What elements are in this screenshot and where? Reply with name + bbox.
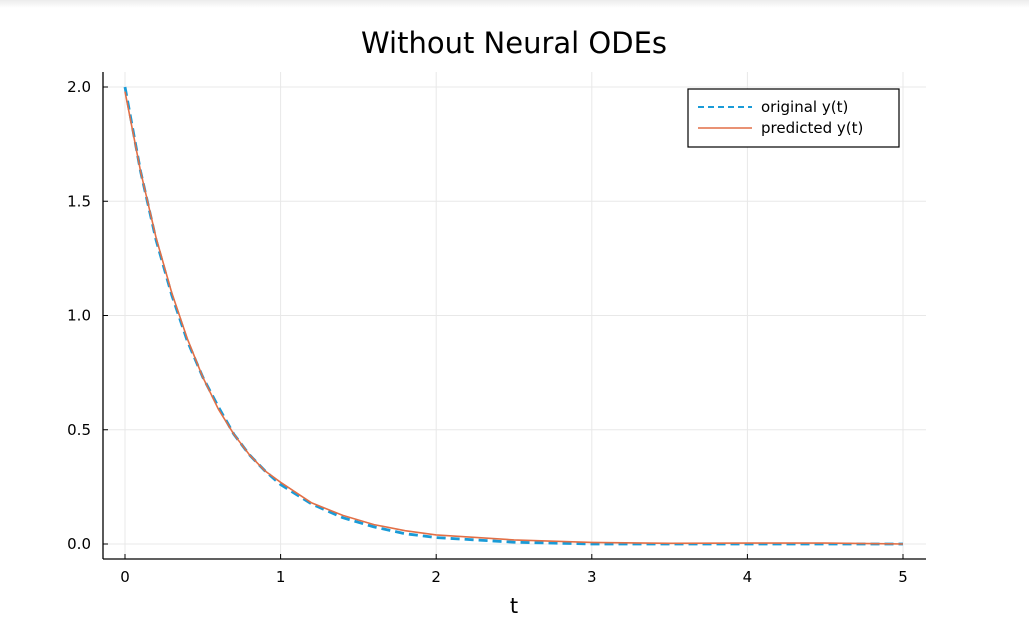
x-axis-label: t (510, 594, 518, 618)
x-tick-label-5: 5 (898, 568, 908, 586)
legend-box (687, 88, 900, 148)
legend-label-predicted: predicted y(t) (761, 119, 863, 137)
y-tick-label-0: 0.0 (67, 535, 91, 553)
y-tick-label-2: 1.0 (67, 307, 91, 325)
chart-title: Without Neural ODEs (361, 26, 667, 60)
window-top-edge (0, 0, 1029, 8)
series-line-predicted (124, 91, 904, 545)
legend-label-original: original y(t) (761, 98, 848, 116)
x-tick-label-3: 3 (587, 568, 597, 586)
x-ticks: 0 1 2 3 4 5 (120, 554, 908, 586)
plot-area: 0 1 2 3 4 5 0.0 0.5 1.0 1.5 2.0 (67, 72, 926, 586)
y-tick-label-3: 1.5 (67, 192, 91, 210)
legend: original y(t) predicted y(t) (687, 88, 900, 148)
x-tick-label-1: 1 (276, 568, 286, 586)
y-tick-label-1: 0.5 (67, 421, 91, 439)
x-tick-label-4: 4 (743, 568, 753, 586)
series-line-original (123, 86, 903, 546)
y-tick-label-4: 2.0 (67, 78, 91, 96)
x-tick-label-2: 2 (431, 568, 441, 586)
y-ticks: 0.0 0.5 1.0 1.5 2.0 (67, 78, 108, 553)
grid (103, 72, 926, 559)
x-tick-label-0: 0 (120, 568, 130, 586)
series-lines (123, 86, 904, 546)
